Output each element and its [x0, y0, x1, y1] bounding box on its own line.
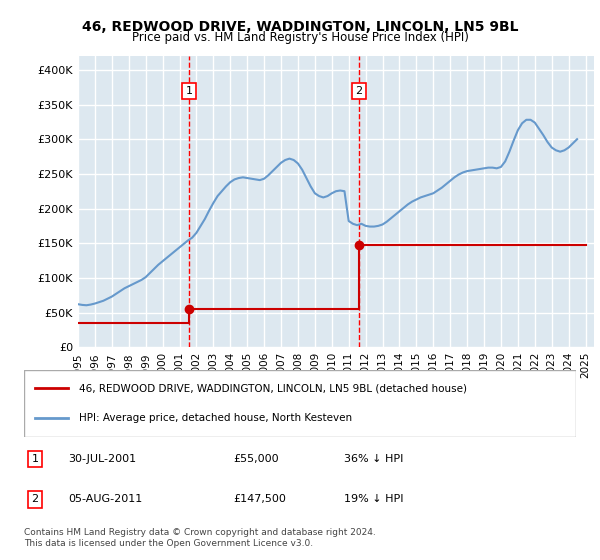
Text: 30-JUL-2001: 30-JUL-2001: [68, 454, 136, 464]
FancyBboxPatch shape: [24, 370, 576, 437]
Text: 2: 2: [31, 494, 38, 505]
Text: Price paid vs. HM Land Registry's House Price Index (HPI): Price paid vs. HM Land Registry's House …: [131, 31, 469, 44]
Text: 1: 1: [32, 454, 38, 464]
Text: 2: 2: [355, 86, 362, 96]
Text: 05-AUG-2011: 05-AUG-2011: [68, 494, 142, 505]
Text: £55,000: £55,000: [234, 454, 280, 464]
Text: 1: 1: [186, 86, 193, 96]
Text: 36% ↓ HPI: 36% ↓ HPI: [344, 454, 404, 464]
Text: Contains HM Land Registry data © Crown copyright and database right 2024.
This d: Contains HM Land Registry data © Crown c…: [24, 528, 376, 548]
Text: 46, REDWOOD DRIVE, WADDINGTON, LINCOLN, LN5 9BL: 46, REDWOOD DRIVE, WADDINGTON, LINCOLN, …: [82, 20, 518, 34]
Text: 46, REDWOOD DRIVE, WADDINGTON, LINCOLN, LN5 9BL (detached house): 46, REDWOOD DRIVE, WADDINGTON, LINCOLN, …: [79, 384, 467, 394]
Text: 19% ↓ HPI: 19% ↓ HPI: [344, 494, 404, 505]
Text: HPI: Average price, detached house, North Kesteven: HPI: Average price, detached house, Nort…: [79, 413, 352, 423]
Text: £147,500: £147,500: [234, 494, 287, 505]
